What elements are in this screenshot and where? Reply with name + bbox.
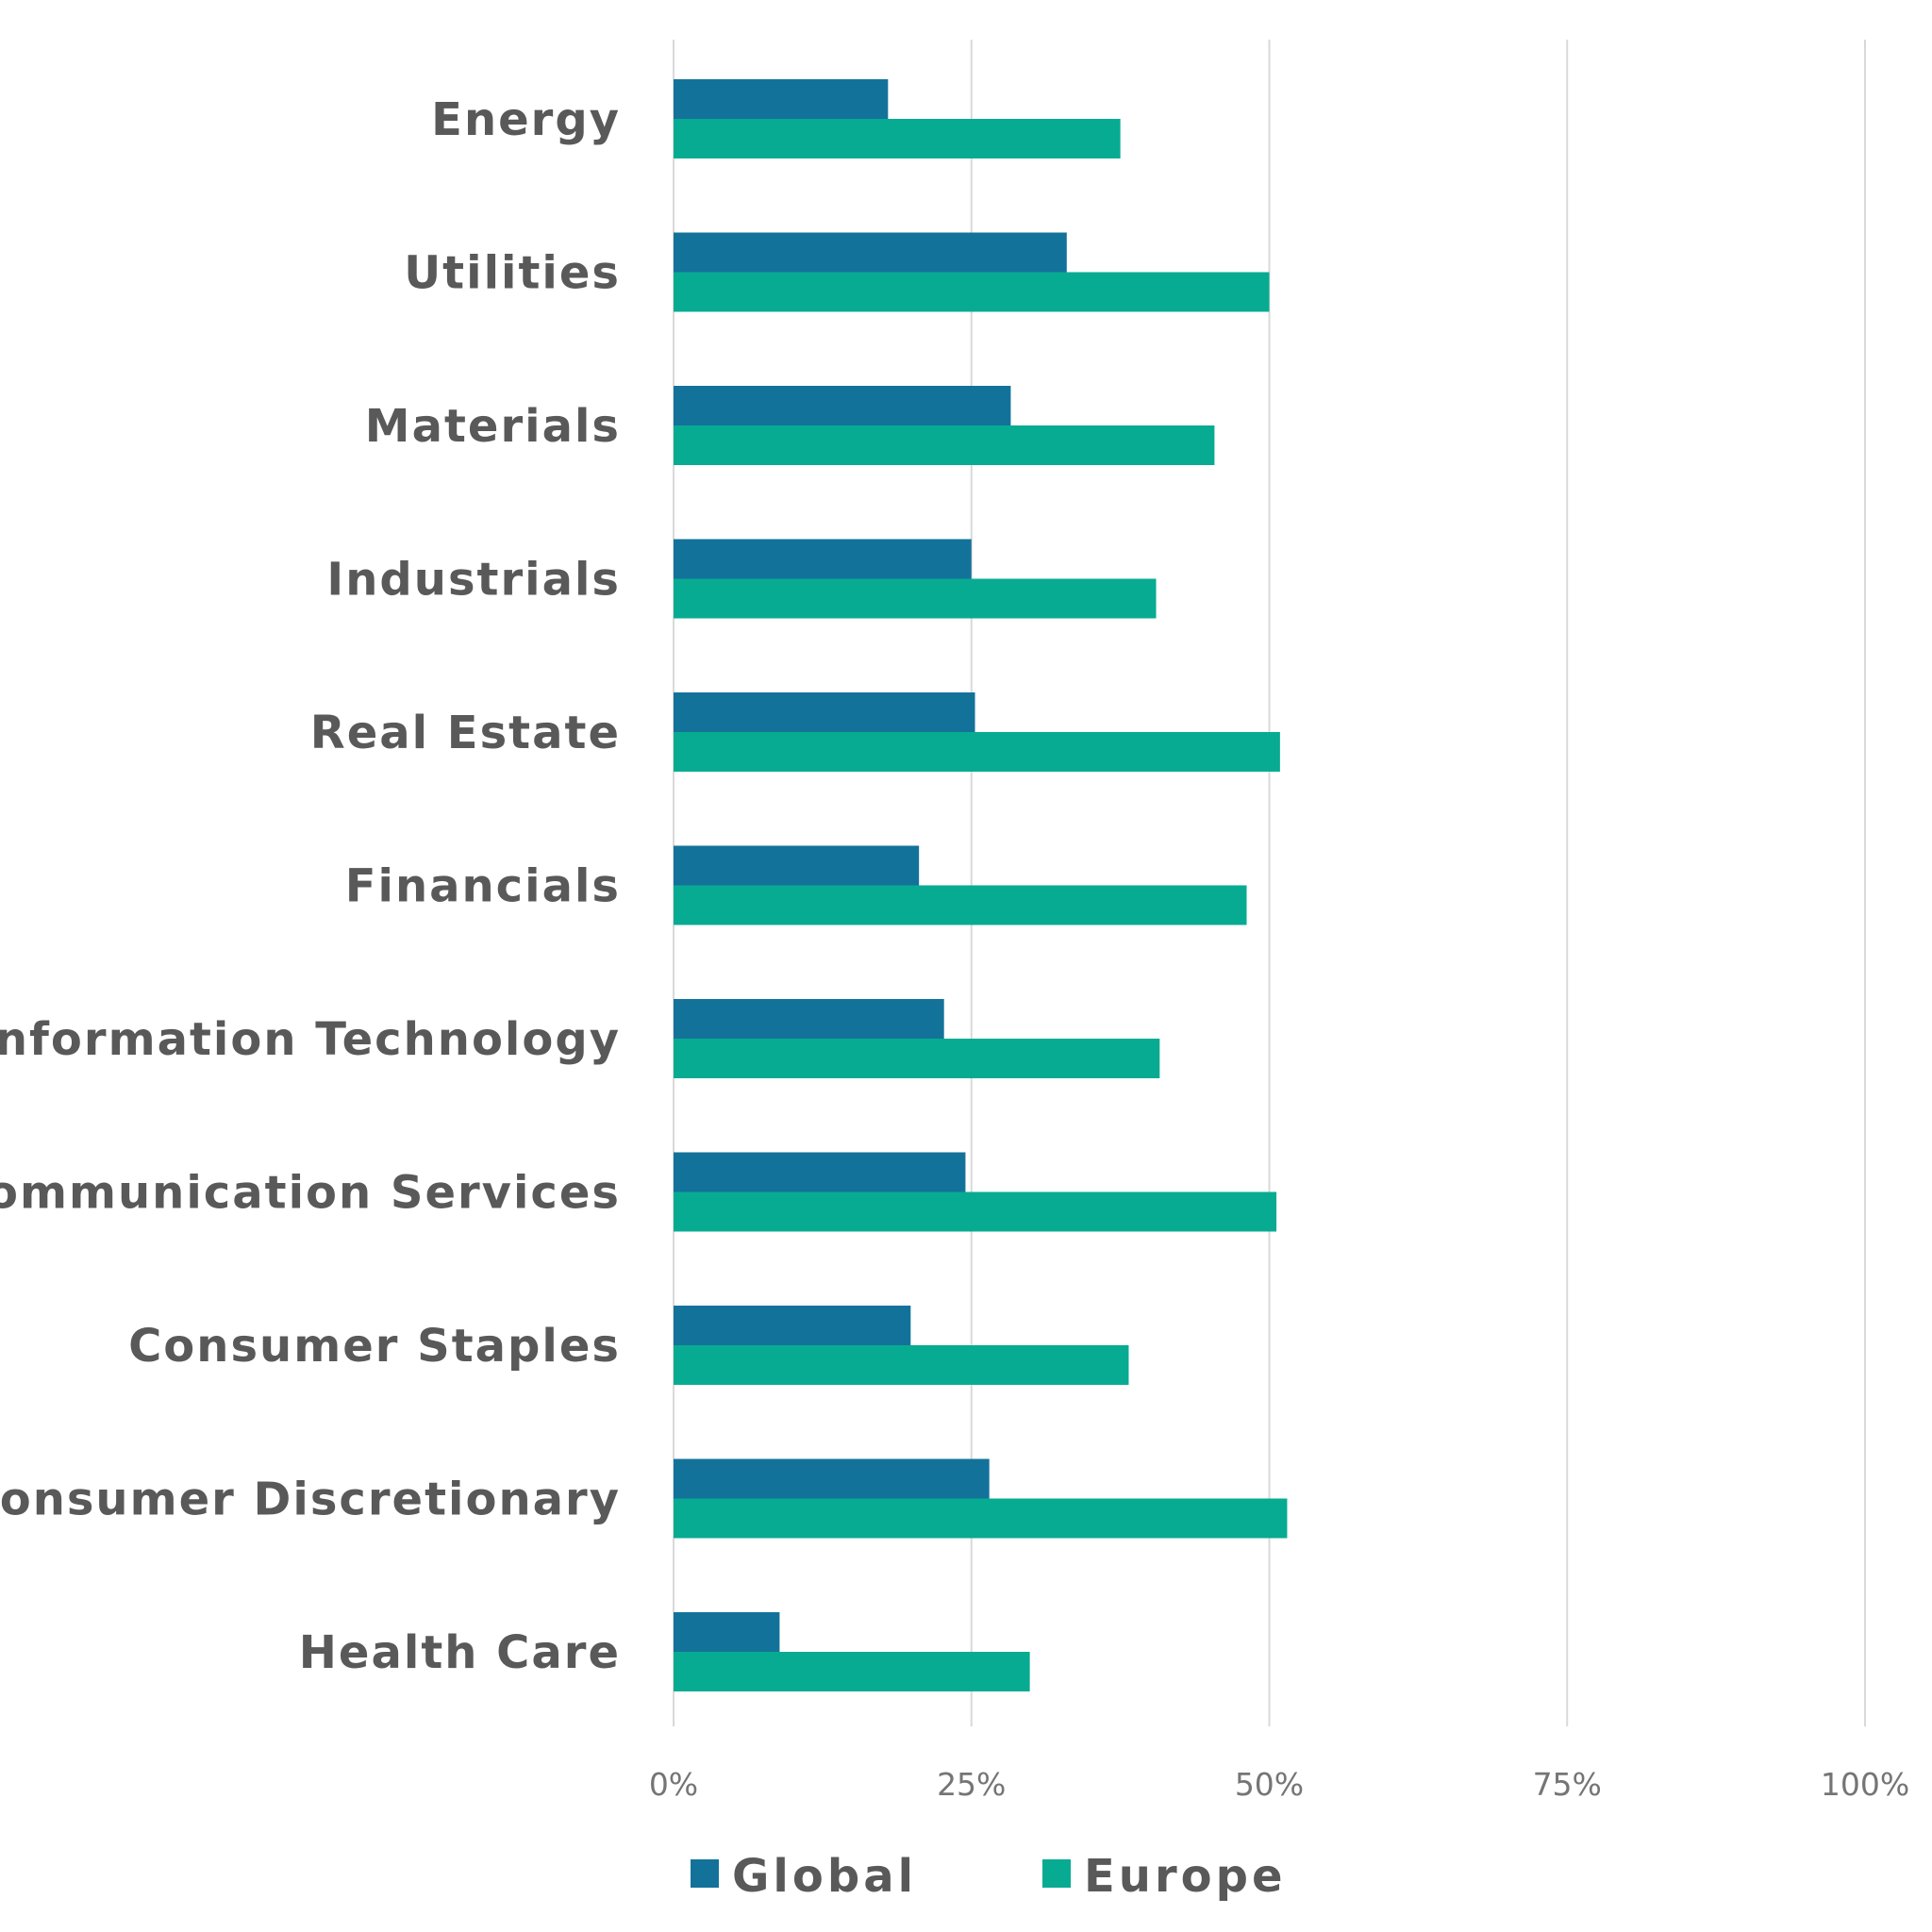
- category-label: Energy: [431, 93, 621, 146]
- category-label: Materials: [365, 400, 621, 453]
- gridlines: [673, 40, 1866, 1726]
- x-tick-label: 100%: [1821, 1766, 1909, 1803]
- legend-swatch-europe: [1042, 1859, 1071, 1888]
- bar-europe: [674, 885, 1247, 925]
- legend-label-europe: Europe: [1084, 1850, 1287, 1903]
- x-tick-labels: 0% 25% 50% 75% 100%: [649, 1766, 1909, 1803]
- category-label: Real Estate: [310, 707, 621, 759]
- x-tick-label: 75%: [1533, 1766, 1602, 1803]
- category-label: Consumer Staples: [128, 1320, 621, 1373]
- bar-europe: [674, 1191, 1277, 1232]
- bar-europe: [674, 578, 1157, 619]
- legend: Global Europe: [691, 1850, 1287, 1903]
- bar-europe: [674, 1652, 1030, 1691]
- bar-global: [674, 79, 889, 119]
- bar-europe: [674, 272, 1270, 312]
- bar-europe: [674, 119, 1121, 158]
- category-labels: Energy Utilities Materials Industrials Real …: [0, 93, 621, 1679]
- category-label: Financials: [345, 860, 621, 913]
- bar-global: [674, 1152, 966, 1192]
- bar-global: [674, 232, 1067, 273]
- bar-europe: [674, 1498, 1288, 1539]
- legend-swatch-global: [691, 1859, 719, 1888]
- x-tick-label: 0%: [649, 1766, 698, 1803]
- x-tick-label: 50%: [1235, 1766, 1304, 1803]
- bar-global: [674, 386, 1011, 425]
- category-label: Communication Services: [0, 1167, 621, 1220]
- category-label: Utilities: [404, 247, 621, 300]
- category-label: Industrials: [326, 554, 621, 607]
- bar-europe: [674, 1039, 1160, 1078]
- bar-global: [674, 692, 975, 732]
- category-label: Information Technology: [0, 1013, 621, 1066]
- bar-global: [674, 845, 920, 886]
- bar-global: [674, 1458, 990, 1499]
- category-label: Health Care: [299, 1626, 621, 1679]
- bars: [674, 79, 1288, 1691]
- bar-europe: [674, 425, 1215, 465]
- x-tick-label: 25%: [937, 1766, 1006, 1803]
- category-label: Consumer Discretionary: [0, 1474, 621, 1526]
- bar-global: [674, 539, 972, 579]
- legend-label-global: Global: [732, 1850, 917, 1903]
- bar-global: [674, 999, 944, 1039]
- bar-europe: [674, 1345, 1129, 1385]
- bar-europe: [674, 732, 1280, 772]
- bar-global: [674, 1612, 780, 1652]
- bar-global: [674, 1306, 911, 1345]
